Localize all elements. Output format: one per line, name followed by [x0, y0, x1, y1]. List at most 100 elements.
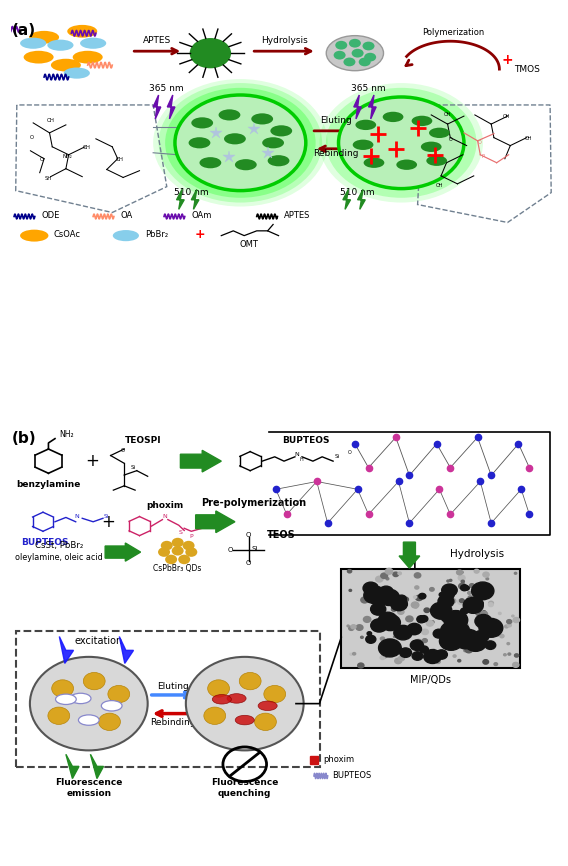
Circle shape	[458, 660, 461, 662]
Circle shape	[458, 575, 465, 580]
Circle shape	[204, 707, 225, 724]
Circle shape	[467, 591, 471, 594]
Text: 510 nm: 510 nm	[340, 188, 375, 197]
Circle shape	[488, 603, 493, 606]
Circle shape	[399, 656, 404, 661]
Circle shape	[450, 635, 465, 646]
Circle shape	[427, 620, 433, 626]
Ellipse shape	[219, 109, 240, 120]
Circle shape	[386, 654, 389, 656]
Circle shape	[415, 639, 422, 645]
Circle shape	[444, 611, 467, 630]
Circle shape	[385, 568, 392, 574]
Ellipse shape	[20, 229, 48, 242]
Polygon shape	[90, 754, 103, 779]
Circle shape	[478, 592, 480, 594]
Circle shape	[416, 595, 423, 601]
Ellipse shape	[412, 116, 432, 126]
Circle shape	[483, 660, 488, 664]
Circle shape	[411, 602, 419, 608]
Circle shape	[400, 648, 412, 657]
Circle shape	[477, 605, 483, 610]
Circle shape	[254, 714, 277, 731]
Circle shape	[515, 654, 519, 657]
Circle shape	[512, 615, 514, 617]
Circle shape	[457, 570, 462, 575]
Polygon shape	[177, 190, 184, 210]
Circle shape	[175, 95, 306, 191]
Circle shape	[403, 598, 408, 602]
Polygon shape	[191, 190, 199, 210]
FancyArrow shape	[399, 542, 420, 568]
Circle shape	[457, 617, 464, 622]
Circle shape	[515, 572, 517, 574]
Circle shape	[461, 608, 468, 614]
Circle shape	[362, 42, 374, 50]
Circle shape	[30, 656, 148, 750]
Circle shape	[381, 596, 385, 599]
Circle shape	[462, 623, 468, 628]
Circle shape	[398, 572, 402, 575]
Circle shape	[440, 632, 463, 650]
Text: Si: Si	[104, 514, 109, 519]
Circle shape	[349, 626, 354, 630]
Ellipse shape	[429, 127, 450, 138]
Text: PbBr₂: PbBr₂	[145, 230, 168, 239]
Circle shape	[379, 589, 399, 605]
Circle shape	[386, 578, 389, 580]
Text: Hydrolysis: Hydrolysis	[261, 36, 307, 45]
Circle shape	[488, 621, 492, 625]
Circle shape	[494, 662, 498, 666]
Circle shape	[465, 634, 486, 651]
Circle shape	[347, 625, 349, 627]
Text: Eluting: Eluting	[320, 116, 352, 125]
Circle shape	[472, 611, 475, 613]
Circle shape	[398, 610, 404, 614]
Text: OMT: OMT	[239, 240, 258, 249]
Ellipse shape	[326, 36, 383, 71]
Circle shape	[108, 686, 130, 703]
Circle shape	[414, 656, 416, 657]
Circle shape	[475, 615, 492, 628]
Text: (b): (b)	[11, 430, 36, 446]
Circle shape	[380, 656, 385, 660]
Text: +: +	[85, 452, 99, 470]
Circle shape	[363, 582, 378, 594]
Circle shape	[461, 572, 463, 573]
Ellipse shape	[67, 25, 97, 37]
Circle shape	[478, 624, 482, 628]
Text: (a): (a)	[11, 23, 35, 38]
Ellipse shape	[258, 701, 277, 710]
Text: OH: OH	[115, 158, 123, 163]
Circle shape	[419, 593, 426, 599]
Ellipse shape	[396, 159, 417, 170]
Text: +: +	[102, 513, 115, 531]
Circle shape	[432, 650, 435, 651]
Ellipse shape	[189, 137, 210, 148]
Circle shape	[470, 650, 473, 651]
Circle shape	[358, 663, 364, 668]
Ellipse shape	[224, 133, 246, 145]
Text: APTES: APTES	[143, 36, 172, 45]
Circle shape	[470, 598, 483, 609]
Circle shape	[507, 624, 511, 627]
Circle shape	[497, 635, 499, 636]
Circle shape	[464, 650, 466, 651]
Circle shape	[361, 597, 368, 603]
Circle shape	[153, 79, 328, 207]
Circle shape	[352, 48, 364, 57]
Circle shape	[442, 617, 447, 621]
Circle shape	[482, 611, 486, 613]
Circle shape	[433, 630, 444, 638]
Circle shape	[48, 707, 70, 724]
FancyArrow shape	[181, 450, 222, 472]
Text: 510 nm: 510 nm	[174, 188, 208, 197]
Circle shape	[376, 594, 382, 599]
Text: N: N	[74, 514, 79, 519]
Circle shape	[415, 606, 417, 608]
Text: NH₂: NH₂	[59, 430, 74, 439]
Ellipse shape	[101, 701, 122, 711]
Ellipse shape	[383, 112, 403, 122]
Circle shape	[351, 624, 356, 629]
Circle shape	[464, 586, 469, 590]
